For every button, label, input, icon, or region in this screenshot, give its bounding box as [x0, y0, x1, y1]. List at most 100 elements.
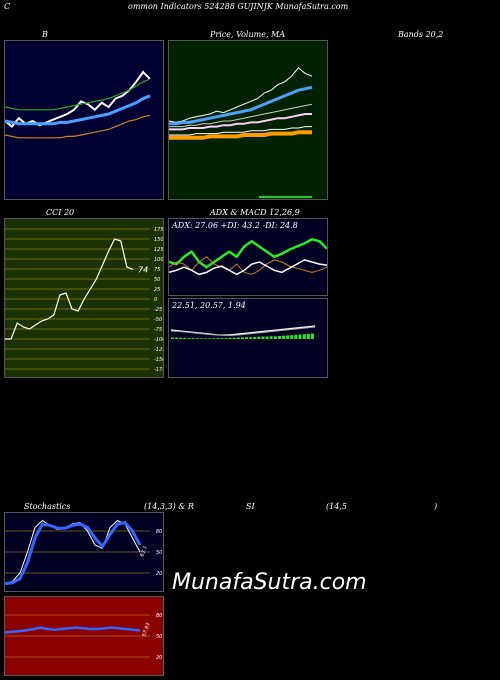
cci-tick-label: 75: [154, 267, 160, 273]
stoch-last-value: 63.1: [139, 545, 148, 558]
stoch-tick-label: 50: [156, 550, 162, 556]
macd-histogram-bar: [257, 336, 261, 339]
macd-histogram-bar: [253, 336, 257, 339]
cci-tick-label: 0: [154, 297, 157, 303]
macd-histogram-bar: [286, 335, 290, 339]
macd-histogram-bar: [175, 337, 179, 339]
pm-line-price: [169, 67, 313, 123]
watermark: MunafaSutra.com: [172, 570, 367, 595]
cci-line: [5, 238, 134, 340]
adx-svg: [169, 237, 327, 276]
rsi-line: [5, 626, 141, 634]
bbands-label-mid: Price, Volume, MA: [210, 30, 286, 39]
pm-line-ma1: [169, 85, 313, 126]
stoch-tick-label: 20: [156, 571, 162, 577]
macd-histogram-bar: [224, 338, 228, 339]
macd-histogram-bar: [249, 337, 253, 339]
macd-histogram-bar: [216, 338, 220, 339]
pm-line-ma3: [169, 113, 312, 131]
bollinger-svg: [5, 70, 151, 139]
cci-tick-label: -50: [154, 317, 162, 323]
macd-histogram-bar: [236, 337, 240, 339]
cci-tick-label: 150: [154, 237, 163, 243]
stochastic-svg: 80 50 20 63.1: [5, 519, 162, 585]
cci-svg: 175 150 125 100 75 50 25 0 -25 -50 -75 -100 -125 -150…: [5, 227, 163, 373]
macd-svg: [170, 325, 316, 339]
pm-line-ma4: [169, 126, 312, 136]
macd-histogram-bar: [306, 333, 310, 339]
macd-histogram-bar: [269, 336, 273, 339]
cci-tick-label: -75: [154, 327, 162, 333]
stochastic-chart: 80 50 20 63.1: [4, 512, 164, 592]
macd-histogram-bar: [298, 334, 302, 339]
macd-histogram-bar: [228, 337, 232, 339]
rsi-tick-label: 50: [156, 634, 162, 640]
macd-histogram-bar: [294, 334, 298, 339]
macd-histogram-bar: [290, 335, 294, 339]
bbands-label-left: B: [42, 30, 48, 39]
stoch-tick-label: 80: [156, 529, 162, 535]
cci-last-value: 74: [138, 265, 148, 274]
macd-histogram-bar: [199, 338, 203, 339]
cci-tick-label: 100: [154, 257, 163, 263]
cci-tick-label: 125: [154, 247, 163, 253]
stoch-label-right2: (14,5: [326, 502, 347, 511]
header-title: ommon Indicators 524288 GUJINJK MunafaSu…: [128, 2, 349, 11]
stoch-label-left: Stochastics: [24, 502, 71, 511]
macd-histogram-bar: [265, 336, 269, 339]
macd-histogram-bar: [302, 334, 306, 339]
bollinger-chart: [4, 40, 164, 200]
macd-histogram-bar: [278, 336, 281, 339]
stoch-line-%D: [5, 520, 142, 585]
macd-histogram-bar: [191, 338, 195, 339]
rsi-tick-label: 80: [156, 613, 162, 619]
macd-histogram-bar: [179, 337, 183, 339]
adx-chart: ADX: 27.06 +DI: 43.2 -DI: 24.8: [168, 218, 328, 296]
macd-histogram-bar: [232, 337, 236, 339]
macd-histogram-bar: [208, 338, 211, 339]
macd-histogram-bar: [220, 338, 224, 339]
macd-histogram-bar: [195, 338, 199, 339]
adx-line-ADX: [169, 259, 327, 276]
stoch-label-mid: (14,3,3) & R: [144, 502, 194, 511]
bb-line-lower: [5, 114, 151, 139]
macd-histogram-bar: [183, 337, 187, 339]
macd-histogram-bar: [171, 337, 174, 339]
stoch-label-right1: SI: [246, 502, 255, 511]
macd-chart: 22.51, 20.57, 1.94: [168, 298, 328, 378]
cci-tick-label: 175: [154, 227, 163, 233]
rsi-last-value: 57.93: [141, 622, 152, 638]
cci-tick-label: 50: [154, 277, 160, 283]
macd-values: 22.51, 20.57, 1.94: [172, 301, 246, 310]
cci-chart: 175 150 125 100 75 50 25 0 -25 -50 -75 -100 -125 -150…: [4, 218, 164, 378]
adx-values: ADX: 27.06 +DI: 43.2 -DI: 24.8: [172, 221, 298, 230]
cci-tick-label: -25: [154, 307, 162, 313]
macd-signal-line: [170, 326, 316, 337]
pm-line-ma2: [169, 103, 313, 128]
header-prefix: C: [4, 2, 11, 11]
rsi-svg: 80 50 20 57.93: [5, 613, 162, 661]
macd-histogram-bar: [261, 336, 265, 339]
rsi-tick-label: 20: [156, 655, 162, 661]
rsi-chart: 80 50 20 57.93: [4, 596, 164, 676]
bb-line-price: [5, 70, 151, 129]
macd-histogram-bar: [187, 338, 191, 339]
cci-tick-label: -150: [154, 357, 163, 363]
cci-tick-label: -100: [154, 337, 163, 343]
cci-tick-label: 25: [154, 287, 160, 293]
cci-label: CCI 20: [46, 208, 75, 217]
adx-line-+DI: [169, 237, 327, 269]
adx-line--DI: [169, 256, 327, 275]
cci-tick-label: -175: [154, 367, 163, 373]
price-ma-chart: [168, 40, 328, 200]
macd-line: [170, 325, 316, 336]
cci-tick-label: -125: [154, 347, 163, 353]
macd-histogram-bar: [310, 333, 314, 339]
macd-histogram-bar: [245, 337, 249, 339]
stoch-label-right3: ): [434, 502, 438, 511]
price-ma-svg: [169, 67, 313, 198]
macd-histogram-bar: [212, 338, 216, 339]
adx-title: ADX & MACD 12,26,9: [210, 208, 300, 217]
macd-histogram-bar: [282, 335, 286, 339]
pm-line-ma5: [169, 130, 312, 140]
